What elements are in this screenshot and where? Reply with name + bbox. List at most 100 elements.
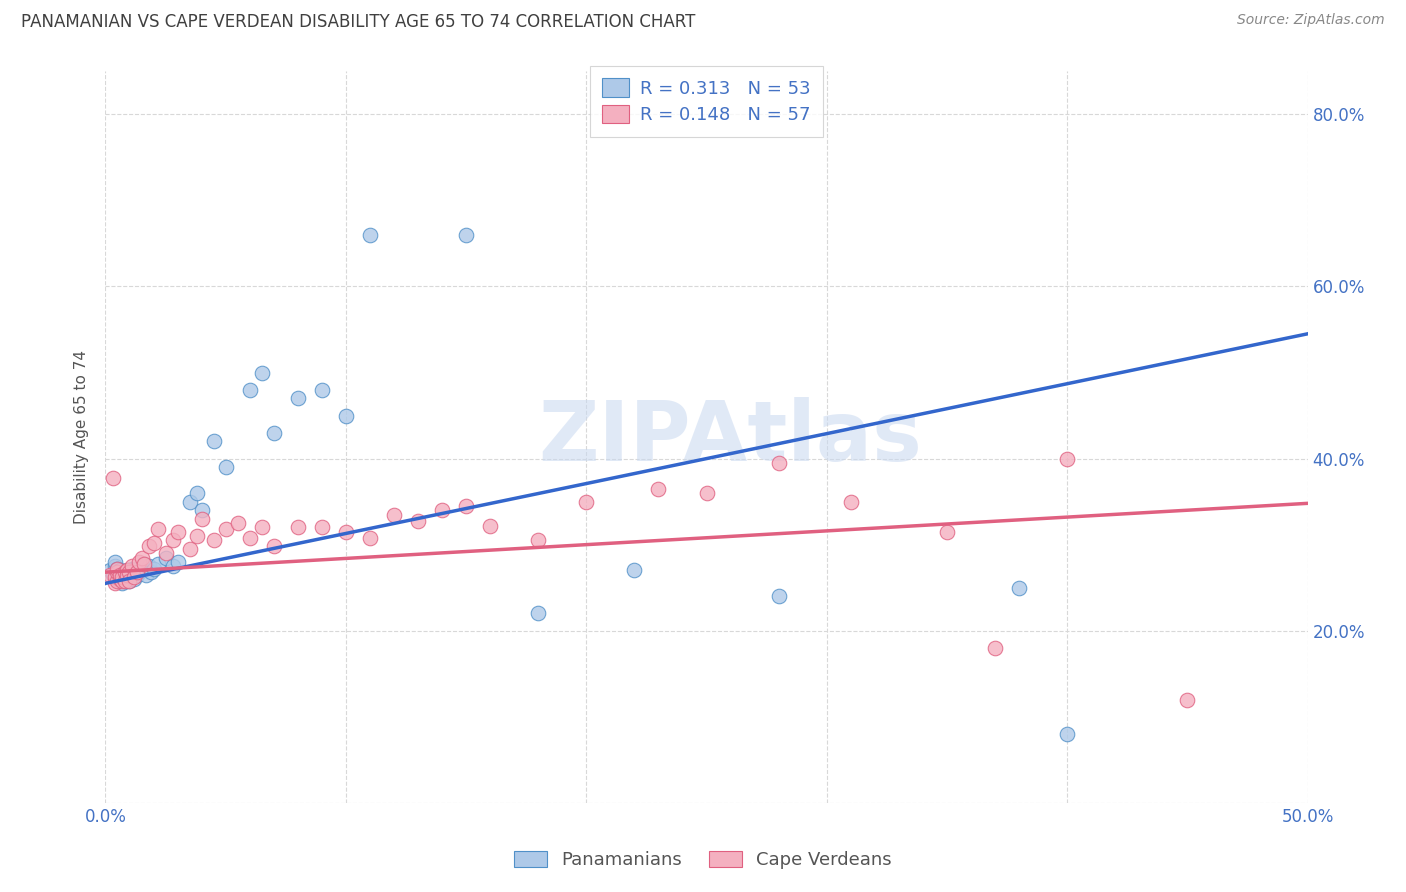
Point: [114, 574, 136, 588]
Point: [121, 565, 143, 579]
Point: [214, 522, 236, 536]
Point: [142, 562, 165, 576]
Point: [527, 533, 550, 548]
Point: [162, 559, 184, 574]
Point: [128, 555, 150, 569]
Point: [527, 607, 550, 621]
Point: [166, 555, 188, 569]
Point: [118, 567, 141, 582]
Legend: Panamanians, Cape Verdeans: Panamanians, Cape Verdeans: [505, 842, 901, 879]
Point: [124, 572, 146, 586]
Point: [406, 514, 429, 528]
Point: [166, 524, 188, 539]
Point: [138, 559, 160, 574]
Point: [104, 555, 127, 569]
Point: [107, 565, 129, 579]
Point: [190, 503, 212, 517]
Point: [148, 557, 170, 571]
Point: [115, 564, 138, 578]
Point: [936, 524, 959, 539]
Point: [104, 559, 127, 574]
Point: [128, 565, 150, 579]
Point: [359, 227, 381, 242]
Point: [287, 392, 309, 406]
Point: [121, 559, 143, 574]
Point: [311, 383, 333, 397]
Point: [430, 503, 453, 517]
Point: [239, 383, 262, 397]
Point: [202, 434, 225, 449]
Point: [132, 557, 155, 571]
Point: [263, 540, 285, 554]
Point: [768, 589, 790, 603]
Point: [108, 564, 131, 578]
Point: [311, 520, 333, 534]
Point: [250, 366, 273, 380]
Point: [575, 494, 598, 508]
Point: [768, 456, 790, 470]
Point: [479, 518, 502, 533]
Point: [124, 564, 146, 578]
Point: [115, 564, 138, 578]
Point: [454, 227, 477, 242]
Point: [186, 529, 208, 543]
Point: [696, 486, 718, 500]
Point: [115, 567, 138, 582]
Point: [623, 564, 645, 578]
Point: [125, 567, 148, 582]
Point: [115, 567, 138, 582]
Point: [190, 512, 212, 526]
Point: [101, 470, 124, 484]
Point: [647, 482, 669, 496]
Point: [118, 574, 141, 588]
Point: [155, 546, 177, 560]
Point: [131, 564, 153, 578]
Point: [98, 567, 121, 582]
Point: [186, 486, 208, 500]
Point: [148, 522, 170, 536]
Point: [162, 533, 184, 548]
Point: [984, 640, 1007, 655]
Point: [111, 574, 134, 588]
Point: [114, 565, 136, 579]
Point: [335, 409, 357, 423]
Point: [138, 540, 160, 554]
Point: [107, 562, 129, 576]
Point: [1056, 727, 1078, 741]
Point: [359, 531, 381, 545]
Point: [114, 570, 136, 584]
Point: [226, 516, 249, 530]
Point: [155, 550, 177, 565]
Point: [114, 574, 136, 588]
Point: [101, 567, 124, 582]
Point: [124, 570, 146, 584]
Point: [214, 460, 236, 475]
Point: [454, 499, 477, 513]
Legend: R = 0.313   N = 53, R = 0.148   N = 57: R = 0.313 N = 53, R = 0.148 N = 57: [589, 66, 824, 137]
Point: [107, 562, 129, 576]
Point: [107, 574, 129, 588]
Point: [132, 557, 155, 571]
Point: [114, 565, 136, 579]
Point: [104, 576, 127, 591]
Point: [1008, 581, 1031, 595]
Point: [108, 567, 131, 582]
Point: [382, 508, 405, 522]
Point: [179, 494, 201, 508]
Point: [118, 574, 141, 588]
Point: [263, 425, 285, 440]
Text: ZIPAtlas: ZIPAtlas: [538, 397, 922, 477]
Y-axis label: Disability Age 65 to 74: Disability Age 65 to 74: [75, 350, 90, 524]
Point: [139, 565, 162, 579]
Point: [108, 572, 131, 586]
Point: [111, 572, 134, 586]
Point: [1175, 692, 1198, 706]
Point: [142, 536, 165, 550]
Point: [125, 565, 148, 579]
Point: [202, 533, 225, 548]
Point: [239, 531, 262, 545]
Point: [118, 565, 141, 579]
Point: [98, 564, 121, 578]
Text: PANAMANIAN VS CAPE VERDEAN DISABILITY AGE 65 TO 74 CORRELATION CHART: PANAMANIAN VS CAPE VERDEAN DISABILITY AG…: [21, 13, 696, 31]
Point: [104, 570, 127, 584]
